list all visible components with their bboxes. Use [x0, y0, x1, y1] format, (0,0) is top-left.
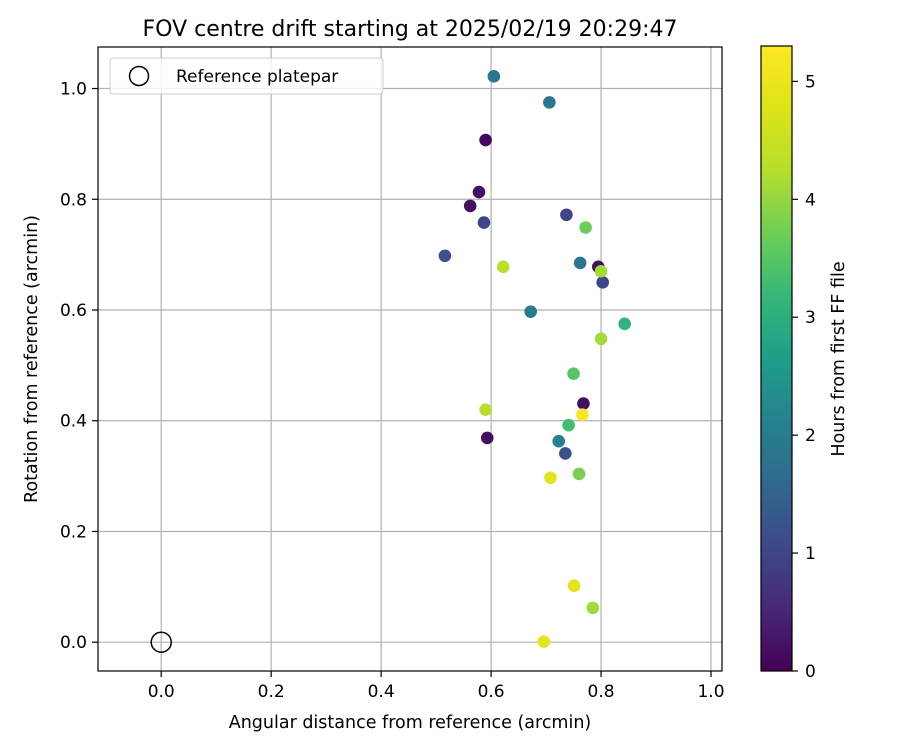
data-point	[472, 185, 486, 199]
data-point	[544, 471, 557, 485]
chart-title: FOV centre drift starting at 2025/02/19 …	[143, 17, 678, 42]
y-tick-label: 1.0	[60, 80, 87, 100]
x-axis-ticks: 0.0 0.2 0.4 0.6 0.8 1.0	[148, 671, 725, 702]
data-point	[496, 260, 510, 274]
colorbar-label: Hours from first FF file	[829, 261, 849, 456]
data-point	[477, 216, 491, 229]
data-point	[479, 403, 492, 416]
legend-marker	[128, 65, 150, 87]
data-point	[596, 276, 609, 289]
y-tick-label: 0.0	[60, 633, 87, 653]
data-point	[567, 579, 581, 593]
legend: Reference platepar	[109, 57, 384, 95]
x-tick-label: 0.8	[588, 682, 615, 702]
data-point	[577, 397, 590, 410]
y-axis-ticks: 0.0 0.2 0.4 0.6 0.8 1.0	[60, 80, 98, 653]
y-tick-label: 0.6	[60, 301, 87, 321]
data-point	[567, 367, 580, 380]
data-point	[524, 305, 537, 318]
y-axis-label: Rotation from reference (arcmin)	[22, 215, 42, 503]
legend-label: Reference platepar	[176, 67, 338, 87]
data-point	[537, 635, 551, 648]
data-point	[562, 418, 575, 432]
data-point	[552, 434, 566, 448]
colorbar-ticks: 0 1 2 3 4 5	[792, 72, 816, 682]
data-point	[594, 332, 608, 346]
plot-frame	[97, 46, 723, 672]
data-point	[543, 96, 556, 109]
y-tick-label: 0.4	[60, 412, 87, 432]
reference-point	[150, 631, 172, 653]
x-tick-label: 0.0	[148, 682, 175, 702]
x-axis-label: Angular distance from reference (arcmin)	[229, 713, 592, 733]
data-point	[579, 221, 592, 234]
x-tick-label: 0.6	[478, 682, 505, 702]
y-tick-label: 0.2	[60, 522, 87, 542]
reference-marker	[150, 631, 172, 653]
colorbar-tick-label: 1	[805, 544, 816, 564]
colorbar-tick-label: 0	[805, 662, 816, 682]
x-tick-label: 0.2	[258, 682, 285, 702]
grid	[98, 47, 722, 671]
colorbar-tick-label: 4	[805, 190, 816, 210]
colorbar-tick-label: 3	[805, 308, 816, 328]
data-point	[480, 431, 494, 445]
data-point	[560, 208, 573, 222]
colorbar	[760, 45, 793, 672]
data-point	[479, 133, 492, 147]
data-point	[573, 256, 587, 270]
data-point	[586, 601, 600, 615]
data-point	[618, 317, 631, 331]
data-point	[576, 408, 589, 421]
data-point	[559, 447, 572, 460]
data-point	[572, 467, 586, 481]
data-point	[438, 249, 452, 263]
data-points	[438, 70, 631, 648]
colorbar-tick-label: 2	[805, 426, 816, 446]
colorbar-tick-label: 5	[805, 72, 816, 92]
data-point	[594, 264, 608, 278]
data-point	[463, 199, 477, 213]
legend-frame	[109, 57, 384, 95]
data-point	[487, 70, 501, 83]
y-tick-label: 0.8	[60, 190, 87, 210]
x-tick-label: 1.0	[697, 682, 724, 702]
x-tick-label: 0.4	[368, 682, 395, 702]
